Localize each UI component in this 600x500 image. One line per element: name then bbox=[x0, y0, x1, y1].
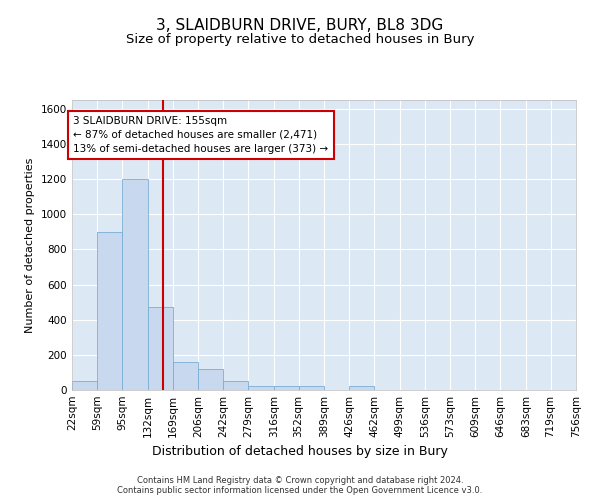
Text: 3 SLAIDBURN DRIVE: 155sqm
← 87% of detached houses are smaller (2,471)
13% of se: 3 SLAIDBURN DRIVE: 155sqm ← 87% of detac… bbox=[73, 116, 328, 154]
Bar bbox=[97, 232, 122, 390]
Bar bbox=[274, 386, 299, 390]
Bar bbox=[148, 308, 173, 390]
Bar bbox=[199, 369, 223, 390]
Bar bbox=[122, 179, 148, 390]
Bar bbox=[223, 381, 248, 390]
Bar bbox=[248, 386, 274, 390]
Bar bbox=[72, 381, 97, 390]
Y-axis label: Number of detached properties: Number of detached properties bbox=[25, 158, 35, 332]
Bar bbox=[173, 362, 199, 390]
Bar bbox=[349, 386, 374, 390]
Bar bbox=[299, 386, 324, 390]
Text: 3, SLAIDBURN DRIVE, BURY, BL8 3DG: 3, SLAIDBURN DRIVE, BURY, BL8 3DG bbox=[157, 18, 443, 32]
Text: Size of property relative to detached houses in Bury: Size of property relative to detached ho… bbox=[126, 32, 474, 46]
Text: Distribution of detached houses by size in Bury: Distribution of detached houses by size … bbox=[152, 444, 448, 458]
Text: Contains HM Land Registry data © Crown copyright and database right 2024.
Contai: Contains HM Land Registry data © Crown c… bbox=[118, 476, 482, 495]
